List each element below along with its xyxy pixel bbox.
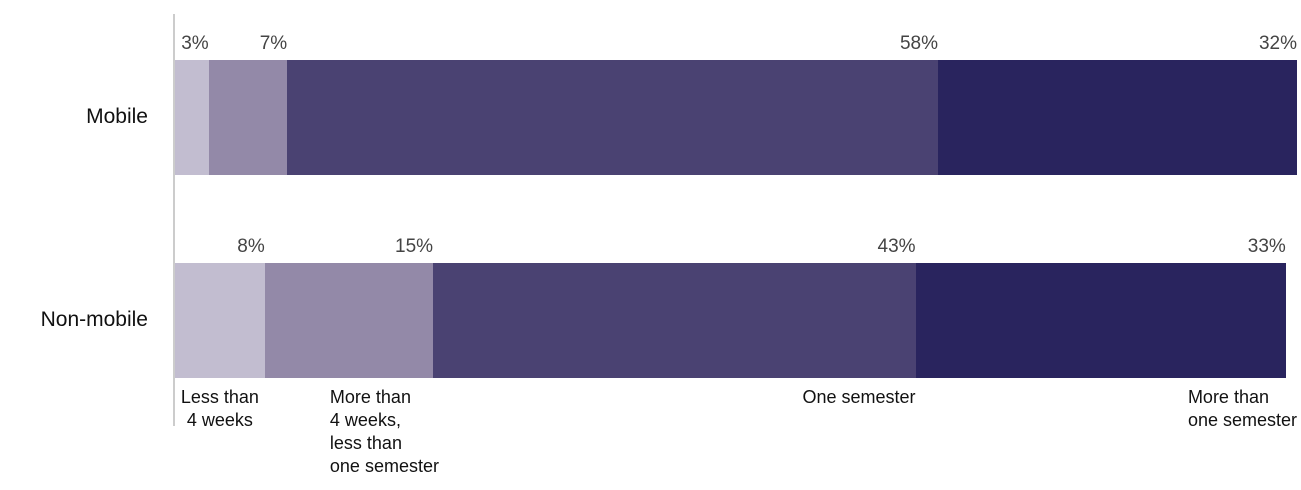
- axis-line: [173, 14, 175, 426]
- bar-segment: [433, 263, 916, 378]
- category-label: Mobile: [86, 104, 148, 128]
- bar-segment: [175, 60, 209, 175]
- value-label: 3%: [181, 33, 209, 54]
- value-label: 43%: [877, 236, 916, 257]
- value-label: 33%: [1247, 236, 1286, 257]
- value-label: 8%: [237, 236, 265, 257]
- bar-segment: [915, 263, 1286, 378]
- legend-label: One semester: [802, 387, 916, 407]
- bar-segment: [287, 60, 938, 175]
- value-label: 15%: [395, 236, 434, 257]
- value-label: 32%: [1258, 33, 1297, 54]
- bar-segment: [937, 60, 1297, 175]
- value-label: 7%: [259, 33, 288, 54]
- bar-segment: [264, 263, 434, 378]
- legend-label: Less than 4 weeks: [180, 387, 259, 430]
- bar-segment: [175, 263, 265, 378]
- bar-segment: [208, 60, 288, 175]
- legend-label: More than one semester: [1187, 387, 1297, 430]
- category-label: Non-mobile: [40, 307, 148, 331]
- value-label: 58%: [899, 33, 938, 54]
- legend-label: More than 4 weeks, less than one semeste…: [329, 387, 439, 476]
